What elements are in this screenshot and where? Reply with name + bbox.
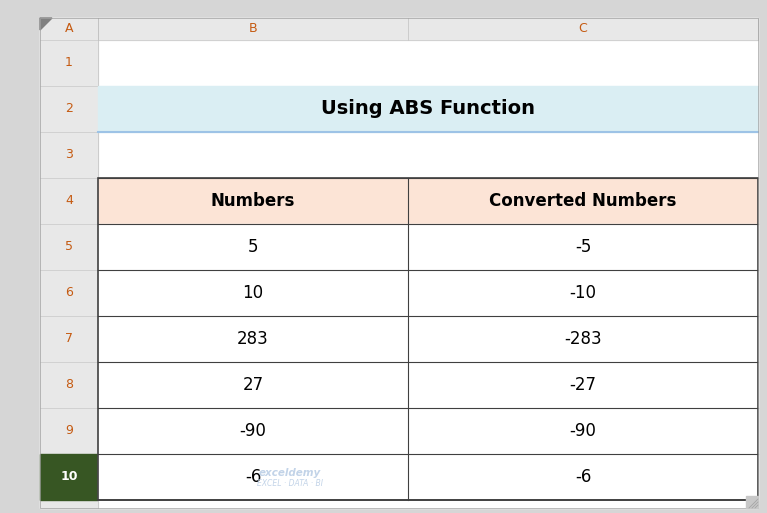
Text: -10: -10 [570,284,597,302]
Text: 6: 6 [65,286,73,300]
Text: -6: -6 [245,468,262,486]
Bar [98,224,408,270]
Bar [98,316,408,362]
Text: 27: 27 [242,376,264,394]
Bar [40,18,98,508]
Bar [746,496,758,508]
Text: -6: -6 [574,468,591,486]
Bar [40,18,758,40]
Text: 5: 5 [65,241,73,253]
Text: -90: -90 [239,422,266,440]
Text: 3: 3 [65,148,73,162]
Text: -283: -283 [565,330,602,348]
Text: 8: 8 [65,379,73,391]
Bar [98,178,408,224]
Text: Numbers: Numbers [211,192,295,210]
Bar [408,270,758,316]
Bar [408,362,758,408]
Bar [408,316,758,362]
Text: Using ABS Function: Using ABS Function [321,100,535,119]
Text: Converted Numbers: Converted Numbers [489,192,676,210]
Text: C: C [578,23,588,35]
Bar [40,454,98,500]
Text: B: B [249,23,257,35]
Text: 7: 7 [65,332,73,345]
Text: 2: 2 [65,103,73,115]
Text: 9: 9 [65,424,73,438]
Text: 5: 5 [248,238,258,256]
Text: -90: -90 [570,422,597,440]
Bar [98,454,408,500]
Text: 10: 10 [242,284,264,302]
Text: EXCEL · DATA · BI: EXCEL · DATA · BI [257,479,323,487]
Bar [98,408,408,454]
Bar [408,408,758,454]
Bar [98,178,758,500]
Text: A: A [64,23,74,35]
Text: -27: -27 [570,376,597,394]
Bar [408,454,758,500]
Bar [408,178,758,224]
Bar [408,224,758,270]
Bar [98,86,758,132]
Bar [98,270,408,316]
Text: exceldemy: exceldemy [259,468,321,478]
Text: 283: 283 [237,330,269,348]
Text: 10: 10 [61,470,77,483]
Text: -5: -5 [574,238,591,256]
Polygon shape [40,18,52,30]
Text: 1: 1 [65,56,73,69]
Bar [98,362,408,408]
Text: 4: 4 [65,194,73,207]
